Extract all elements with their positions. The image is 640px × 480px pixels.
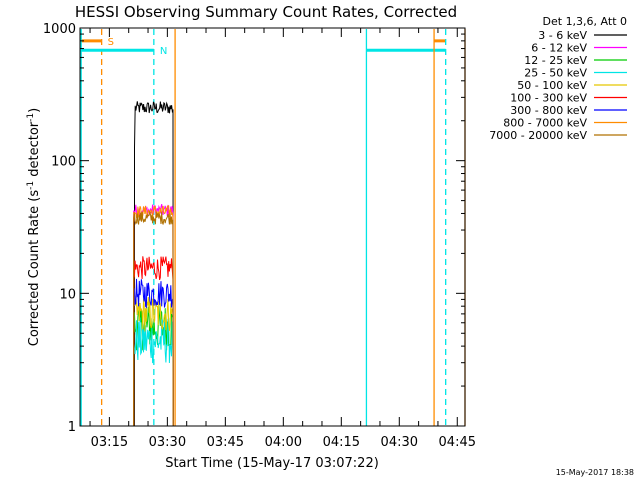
y-tick-label-2: 100 xyxy=(51,155,76,170)
marker-label-n: N xyxy=(160,46,167,57)
legend-label-7: 800 - 7000 keV xyxy=(503,117,587,130)
x-axis-label: Start Time (15-May-17 03:07:22) xyxy=(165,456,379,471)
series-line-4 xyxy=(133,295,174,427)
data-layer: SN xyxy=(80,29,466,427)
x-tick-label-4: 04:15 xyxy=(323,435,360,450)
legend-label-8: 7000 - 20000 keV xyxy=(489,129,587,142)
legend-label-3: 25 - 50 keV xyxy=(524,67,587,80)
footer-timestamp: 15-May-2017 18:38 xyxy=(556,468,634,477)
legend-label-6: 300 - 800 keV xyxy=(510,104,587,117)
x-tick-label-6: 04:45 xyxy=(439,435,476,450)
axes-layer: 1 10 100 1000 03:15 03:30 03:45 04:00 04:15 04:30… xyxy=(43,22,476,450)
legend-label-0: 3 - 6 keV xyxy=(538,29,587,42)
x-tick-label-2: 03:45 xyxy=(207,435,244,450)
series-line-7 xyxy=(133,205,174,427)
y-tick-label-0: 1 xyxy=(68,420,76,435)
x-tick-label-5: 04:30 xyxy=(381,435,418,450)
series-line-8 xyxy=(133,210,174,427)
legend-label-4: 50 - 100 keV xyxy=(517,79,587,92)
x-tick-label-1: 03:30 xyxy=(149,435,186,450)
legend-label-5: 100 - 300 keV xyxy=(510,92,587,105)
chart-title: HESSI Observing Summary Count Rates, Cor… xyxy=(75,3,457,21)
x-tick-label-3: 04:00 xyxy=(265,435,302,450)
legend-label-2: 12 - 25 keV xyxy=(524,54,587,67)
plot-frame xyxy=(79,27,466,427)
series-line-6 xyxy=(133,278,174,427)
legend-label-1: 6 - 12 keV xyxy=(531,42,587,55)
legend-header: Det 1,3,6, Att 0 xyxy=(543,15,627,28)
marker-label-s: S xyxy=(108,37,114,48)
y-axis-label: Corrected Count Rate (s-1 detector-1) xyxy=(26,108,42,346)
y-tick-label-3: 1000 xyxy=(43,22,76,37)
series-line-5 xyxy=(133,256,174,427)
y-tick-label-1: 10 xyxy=(59,287,76,302)
series-line-3 xyxy=(133,317,174,427)
x-tick-label-0: 03:15 xyxy=(91,435,128,450)
series-line-0 xyxy=(134,101,174,427)
